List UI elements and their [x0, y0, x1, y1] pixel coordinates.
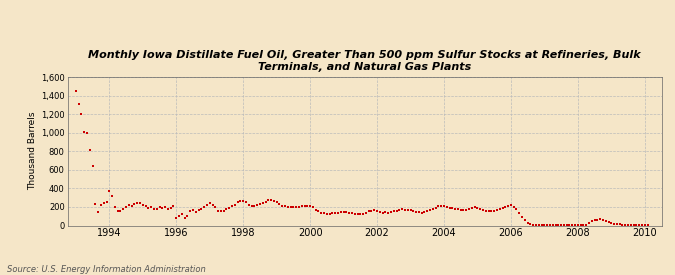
- Y-axis label: Thousand Barrels: Thousand Barrels: [28, 112, 37, 191]
- Title: Monthly Iowa Distillate Fuel Oil, Greater Than 500 ppm Sulfur Stocks at Refineri: Monthly Iowa Distillate Fuel Oil, Greate…: [88, 50, 641, 72]
- Text: Source: U.S. Energy Information Administration: Source: U.S. Energy Information Administ…: [7, 265, 205, 274]
